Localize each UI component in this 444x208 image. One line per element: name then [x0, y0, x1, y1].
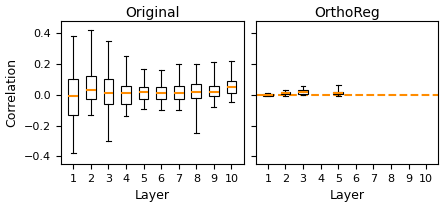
Title: Original: Original: [125, 6, 180, 20]
PathPatch shape: [281, 92, 290, 94]
PathPatch shape: [103, 79, 113, 104]
PathPatch shape: [156, 87, 166, 99]
PathPatch shape: [263, 94, 273, 95]
PathPatch shape: [86, 76, 95, 99]
PathPatch shape: [174, 85, 183, 99]
X-axis label: Layer: Layer: [329, 189, 365, 202]
Title: OrthoReg: OrthoReg: [314, 6, 380, 20]
PathPatch shape: [226, 81, 236, 93]
PathPatch shape: [209, 85, 219, 96]
PathPatch shape: [121, 85, 131, 104]
PathPatch shape: [68, 79, 78, 115]
PathPatch shape: [298, 90, 308, 94]
PathPatch shape: [139, 87, 148, 99]
X-axis label: Layer: Layer: [135, 189, 170, 202]
PathPatch shape: [191, 84, 201, 98]
Y-axis label: Correlation: Correlation: [6, 58, 19, 127]
PathPatch shape: [333, 92, 343, 94]
